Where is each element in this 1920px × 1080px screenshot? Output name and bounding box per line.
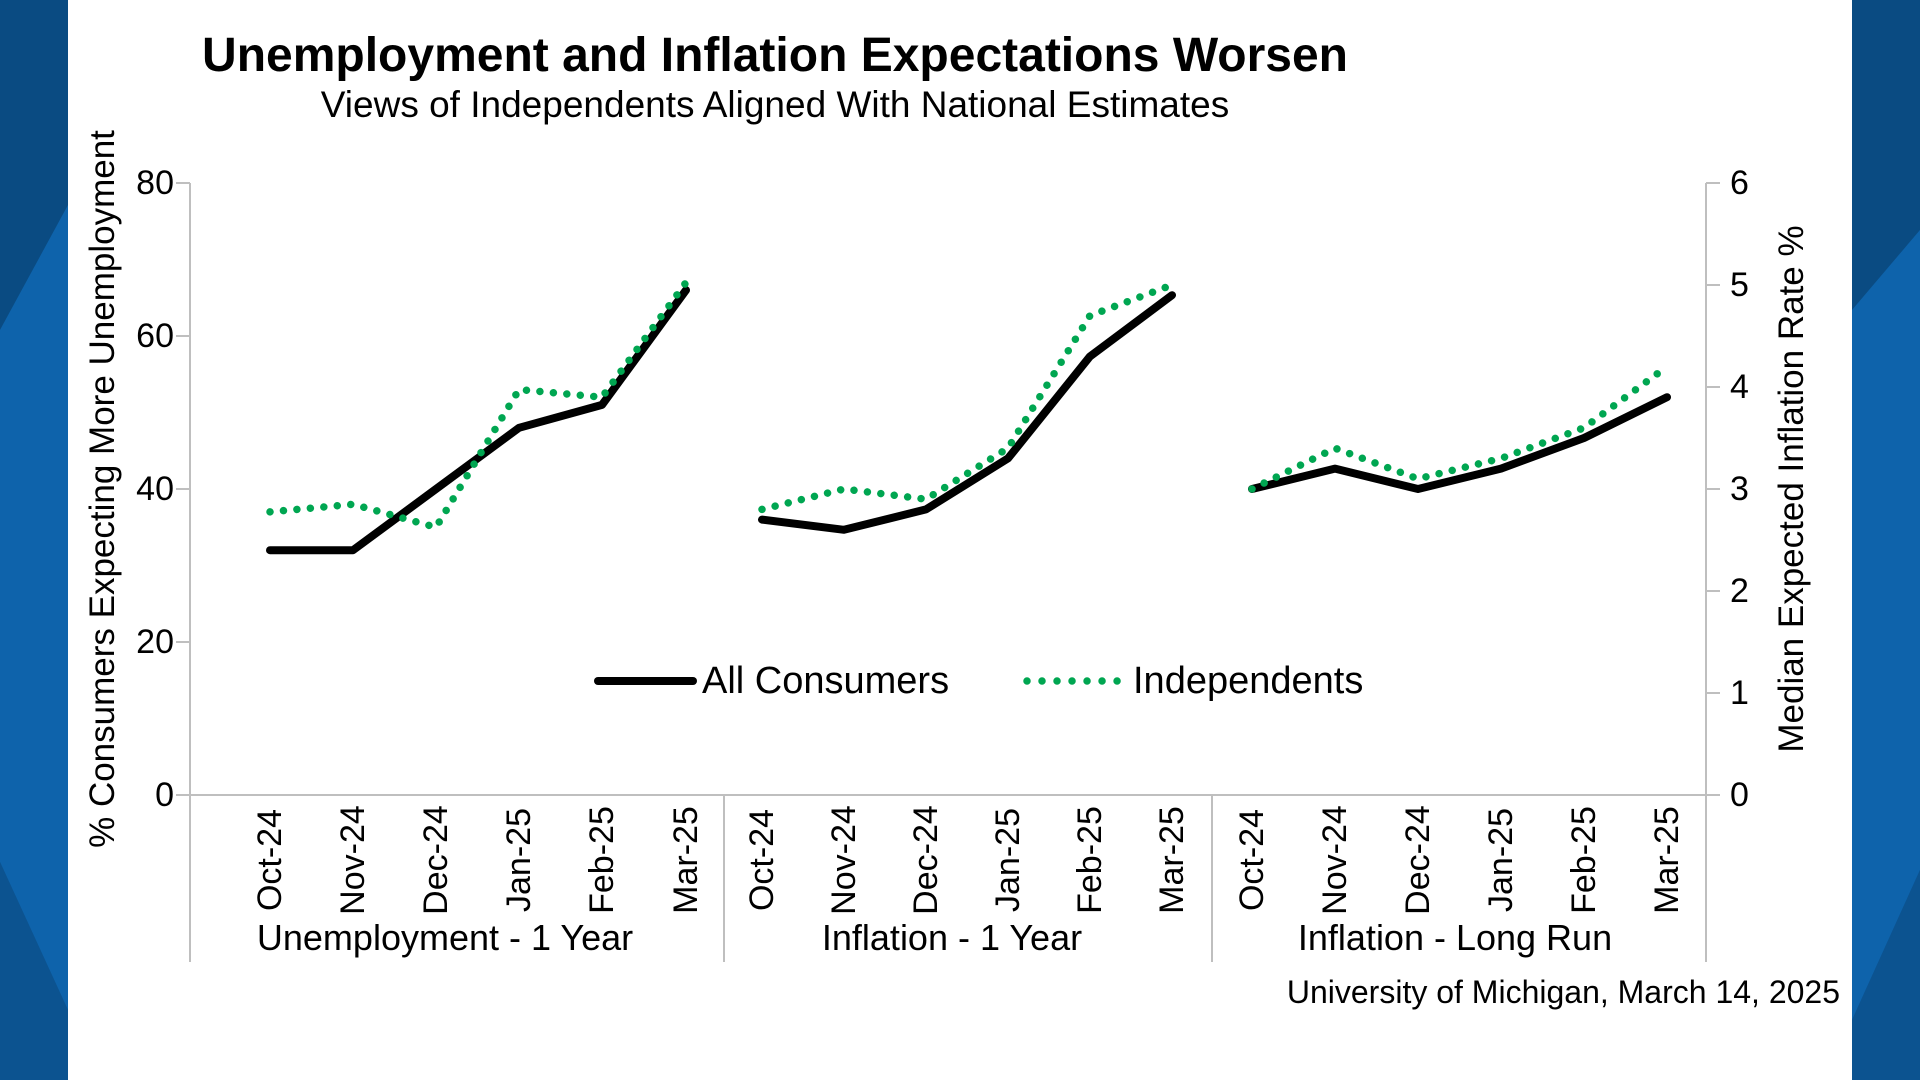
- month-label-panel2-feb-25: Feb-25: [1071, 806, 1109, 914]
- left-axis-tick-20: 20: [136, 623, 174, 661]
- month-label-panel2-oct-24: Oct-24: [743, 808, 781, 912]
- month-label-panel3-jan-25: Jan-25: [1482, 808, 1520, 912]
- right-axis-title: Median Expected Inflation Rate %: [1772, 225, 1811, 753]
- right-axis-tick-6: 6: [1730, 164, 1749, 202]
- left-border-decoration: [0, 0, 68, 1080]
- month-label-panel3-nov-24: Nov-24: [1316, 805, 1354, 915]
- legend-label-all-consumers: All Consumers: [702, 660, 950, 702]
- month-label-panel2-dec-24: Dec-24: [907, 805, 945, 915]
- month-label-panel1-dec-24: Dec-24: [417, 805, 455, 915]
- month-label-panel1-oct-24: Oct-24: [251, 808, 289, 912]
- panel-label-inflation-long-run: Inflation - Long Run: [1297, 917, 1613, 958]
- series-all-consumers-panel-1: [266, 286, 690, 555]
- right-axis-tick-3: 3: [1730, 470, 1749, 508]
- left-axis-tick-0: 0: [155, 776, 174, 814]
- right-axis-tick-4: 4: [1730, 368, 1749, 406]
- right-axis-tick-5: 5: [1730, 266, 1749, 304]
- right-axis-tick-2: 2: [1730, 572, 1749, 610]
- right-axis-tick-1: 1: [1730, 674, 1749, 712]
- panel-label-unemployment-1-year: Unemployment - 1 Year: [256, 917, 634, 958]
- month-label-panel2-jan-25: Jan-25: [989, 808, 1027, 912]
- month-label-panel1-jan-25: Jan-25: [500, 808, 538, 912]
- right-border-art: [1852, 0, 1920, 1080]
- month-label-panel1-nov-24: Nov-24: [334, 805, 372, 915]
- left-axis-tick-80: 80: [136, 164, 174, 202]
- left-axis-tick-60: 60: [136, 317, 174, 355]
- series-all-consumers-panel-3: [1248, 393, 1671, 493]
- panel-label-inflation-1-year: Inflation - 1 Year: [821, 917, 1083, 958]
- month-label-panel3-oct-24: Oct-24: [1233, 808, 1271, 912]
- chart-title: Unemployment and Inflation Expectations …: [202, 29, 1348, 82]
- chart-subtitle: Views of Independents Aligned With Natio…: [320, 84, 1230, 125]
- left-axis-title: % Consumers Expecting More Unemployment: [83, 130, 122, 848]
- month-label-panel1-mar-25: Mar-25: [667, 806, 705, 914]
- month-label-panel2-mar-25: Mar-25: [1153, 806, 1191, 914]
- month-label-panel3-dec-24: Dec-24: [1399, 805, 1437, 915]
- right-axis-tick-0: 0: [1730, 776, 1749, 814]
- month-label-panel2-nov-24: Nov-24: [825, 805, 863, 915]
- source-note: University of Michigan, March 14, 2025: [1286, 974, 1840, 1010]
- series-all-consumers-panel-2: [758, 291, 1176, 534]
- series-independents-panel-1: [266, 278, 690, 532]
- left-border-art: [0, 0, 68, 1080]
- series-independents-panel-2: [758, 281, 1176, 514]
- legend-label-independents: Independents: [1133, 660, 1364, 702]
- month-label-panel1-feb-25: Feb-25: [583, 806, 621, 914]
- month-label-panel3-feb-25: Feb-25: [1565, 806, 1603, 914]
- left-axis-tick-40: 40: [136, 470, 174, 508]
- month-label-panel3-mar-25: Mar-25: [1648, 806, 1686, 914]
- right-border-decoration: [1852, 0, 1920, 1080]
